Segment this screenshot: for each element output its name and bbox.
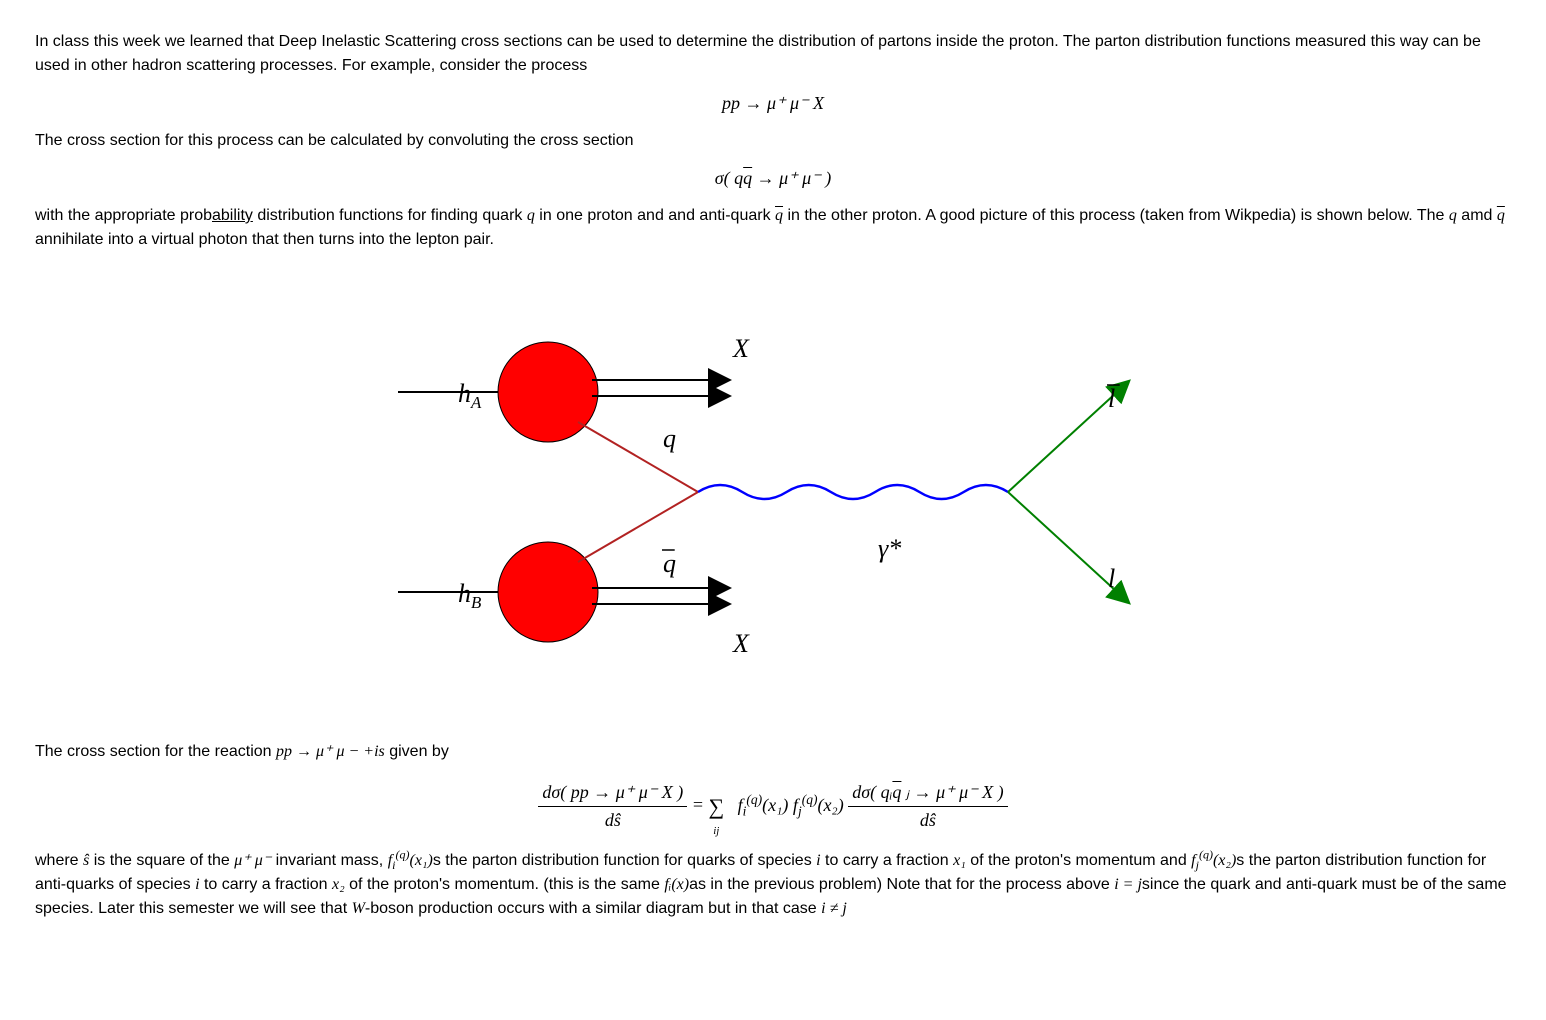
svg-text:q: q [663,549,676,578]
svg-text:l: l [1108,384,1115,413]
paragraph-3: with the appropriate probability distrib… [35,204,1511,252]
bigeq-rhs-b: ⱼ → μ⁺ μ⁻ X ) [901,782,1003,802]
bigeq-lhs-den: dŝ [538,807,687,834]
p3-q2: q [775,207,783,224]
bigeq-rhs-a: dσ( qᵢ [852,782,892,802]
feynman-diagram-container: hA hB X Xq q γ* l l [35,282,1511,710]
p5-i: of the proton's momentum. (this is the s… [345,876,665,893]
p3-q4: q [1497,207,1505,224]
svg-text:γ*: γ* [878,534,901,563]
bigeq-lhs-num: dσ( pp → μ⁺ μ⁻ X ) [538,779,687,807]
svg-text:X: X [732,334,750,363]
bigeq-x1: (x₁) [762,795,788,815]
p5-mumu: μ⁺ μ⁻ [234,852,271,869]
p5-fi: fᵢ(x) [664,876,689,893]
bigeq-rhs-num: dσ( qᵢq ⱼ → μ⁺ μ⁻ X ) [848,779,1007,807]
p3-d: in the other proton. A good picture of t… [783,207,1449,224]
bigeq-lhs: dσ( pp → μ⁺ μ⁻ X ) dŝ [538,779,687,834]
p5-l: -boson production occurs with a similar … [365,900,821,917]
p5-ij: i = j [1114,876,1142,893]
feynman-diagram: hA hB X Xq q γ* l l [388,282,1158,702]
p3-a2: ability [212,207,253,224]
eq2-qbar: q [743,168,752,188]
p3-c: in one proton and and anti-quark [535,207,775,224]
p5-f1-arg: (x₁) [409,852,432,869]
bigeq-f1-sup: (q) [746,792,762,807]
eq2-post: → μ⁺ μ⁻ ) [752,168,831,188]
p5-W: W [352,900,365,917]
p5-f1-sup: (q) [395,848,409,862]
p3-b: distribution functions for finding quark [253,207,527,224]
paragraph-5: where ŝ is the square of the μ⁺ μ⁻ invar… [35,849,1511,921]
equation-1: pp → μ⁺ μ⁻ X [35,90,1511,117]
p5-a: where [35,852,83,869]
p3-q3: q [1449,207,1457,224]
bigeq-x2: (x₂) [817,795,843,815]
p5-b: is the square of the [89,852,234,869]
bigeq-f2: fj(q)(x₂) [793,795,844,815]
eq2-pre: σ( q [715,168,743,188]
svg-text:q: q [663,424,676,453]
paragraph-1: In class this week we learned that Deep … [35,30,1511,78]
p5-inej: i ≠ j [821,900,847,917]
p3-q1: q [527,207,535,224]
bigeq-rhs-den: dŝ [848,807,1007,834]
p5-f2: fj(q)(x₂) [1191,852,1236,869]
bigeq-rhs: dσ( qᵢq ⱼ → μ⁺ μ⁻ X ) dŝ [848,779,1007,834]
p3-a: with the appropriate prob [35,207,212,224]
bigeq-f2-sup: (q) [802,792,818,807]
paragraph-4: The cross section for the reaction pp → … [35,740,1511,764]
p5-f: of the proton's momentum and [966,852,1191,869]
svg-text:X: X [732,629,750,658]
p5-d: s the parton distribution function for q… [433,852,816,869]
bigeq-eq: = [692,795,709,815]
p4-b: given by [385,743,449,760]
equation-big: dσ( pp → μ⁺ μ⁻ X ) dŝ = ∑ ij fi(q)(x₁) f… [35,779,1511,834]
p5-x1: x₁ [953,852,966,869]
bigeq-sum: ∑ ij [708,790,724,823]
p5-j: as in the previous problem) Note that fo… [689,876,1114,893]
p3-e: amd [1457,207,1497,224]
svg-text:hB: hB [458,579,481,612]
equation-2: σ( qq → μ⁺ μ⁻ ) [35,165,1511,192]
svg-text:l: l [1108,564,1115,593]
p5-f1: fi(q)(x₁) [388,852,433,869]
p5-e: to carry a fraction [821,852,954,869]
p5-x2: x₂ [332,876,345,893]
p5-c: invariant mass, [271,852,387,869]
paragraph-2: The cross section for this process can b… [35,129,1511,153]
p4-a: The cross section for the reaction [35,743,276,760]
p5-h: to carry a fraction [200,876,333,893]
svg-text:hA: hA [458,379,482,412]
p5-f2-arg: (x₂) [1213,852,1236,869]
bigeq-f1: fi(q)(x₁) [738,795,789,815]
p5-f2-sup: (q) [1199,848,1213,862]
bigeq-sum-under: ij [713,823,719,840]
p4-eq: pp → μ⁺ μ − +is [276,743,385,760]
p3-f: annihilate into a virtual photon that th… [35,231,494,248]
